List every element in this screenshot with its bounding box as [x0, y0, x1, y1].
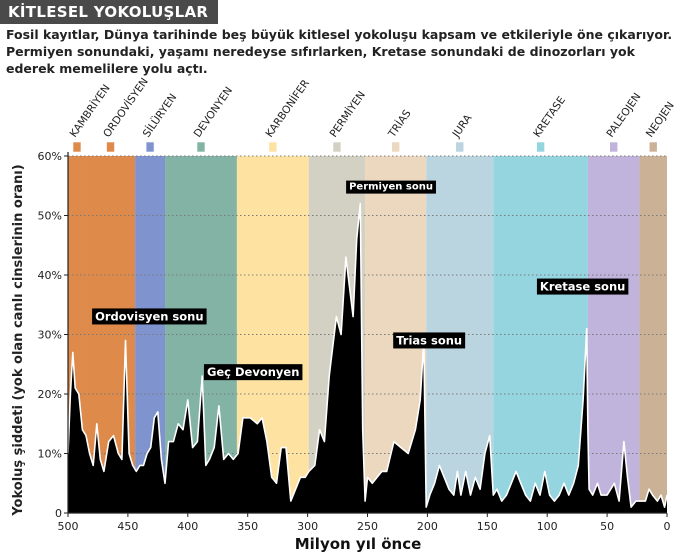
period-marker: [609, 141, 618, 153]
annotation-label-bg: [92, 308, 207, 325]
period-label: TRİAS: [385, 107, 414, 141]
period-marker: [106, 141, 115, 153]
extinction-series-area: [68, 203, 667, 513]
page-title: KİTLESEL YOKOLUŞLAR: [0, 0, 219, 24]
annotation-label: Geç Devonyen: [207, 365, 299, 379]
annotation-label-bg: [536, 278, 629, 295]
period-marker: [455, 141, 465, 153]
annotation-label-bg: [393, 332, 466, 349]
period-label: KRETASE: [531, 94, 568, 139]
period-label: NEOJEN: [644, 100, 677, 140]
period-label: PERMİYEN: [327, 89, 368, 140]
x-tick-label: 200: [417, 520, 438, 533]
period-label: JURA: [450, 112, 475, 141]
x-tick-label: 50: [600, 520, 614, 533]
period-marker: [648, 141, 658, 153]
annotation-label: Trias sonu: [396, 333, 462, 347]
period-label: SİLÜRYEN: [140, 91, 180, 140]
period-label: DEVONYEN: [192, 85, 236, 140]
y-tick-label: 20%: [38, 388, 62, 401]
annotation-label-bg: [203, 364, 303, 381]
axes: 010%20%30%40%50%60%500 450 400 350 300 250 200…: [38, 150, 671, 533]
annotation-label: Kretase sonu: [540, 280, 625, 294]
period-label: PALEOJEN: [604, 91, 643, 140]
y-tick-label: 30%: [38, 329, 62, 342]
period-marker: [268, 141, 278, 153]
extinction-area: [67, 202, 668, 513]
annotation-label: Ordovisyen sonu: [95, 309, 203, 323]
x-tick-label: 100: [537, 520, 558, 533]
x-tick-label: 500: [58, 520, 79, 533]
x-tick-label: 400: [177, 520, 198, 533]
period-marker: [196, 141, 206, 153]
annotations: Ordovisyen sonu Geç Devonyen Permiyen sonu…: [92, 180, 629, 381]
period-marker: [72, 141, 82, 153]
x-tick-label: 300: [297, 520, 318, 533]
x-tick-label: 250: [357, 520, 378, 533]
y-axis-label: Yokoluş şiddeti (yok olan canlı cinsleri…: [11, 164, 26, 516]
period-marker: [145, 141, 155, 153]
y-tick-label: 60%: [38, 150, 62, 163]
period-label: KARBONİFER: [263, 77, 312, 140]
period-band: [587, 156, 640, 513]
x-axis-label: Milyon yıl önce: [295, 535, 422, 553]
x-tick-label: 150: [477, 520, 498, 533]
y-tick-label: 0: [55, 507, 62, 520]
x-tick-label: 350: [237, 520, 258, 533]
y-tick-label: 50%: [38, 210, 62, 223]
y-tick-label: 10%: [38, 448, 62, 461]
period-marker: [332, 141, 342, 153]
x-tick-label: 450: [117, 520, 138, 533]
period-marker: [536, 141, 545, 153]
y-tick-label: 40%: [38, 269, 62, 282]
period-marker: [391, 141, 400, 153]
extinction-series-line: [67, 202, 668, 508]
x-tick-label: 0: [664, 520, 671, 533]
intro-text: Fosil kayıtlar, Dünya tarihinde beş büyü…: [6, 27, 673, 76]
annotation-label: Permiyen sonu: [349, 182, 433, 193]
annotation-label-bg: [346, 180, 436, 194]
